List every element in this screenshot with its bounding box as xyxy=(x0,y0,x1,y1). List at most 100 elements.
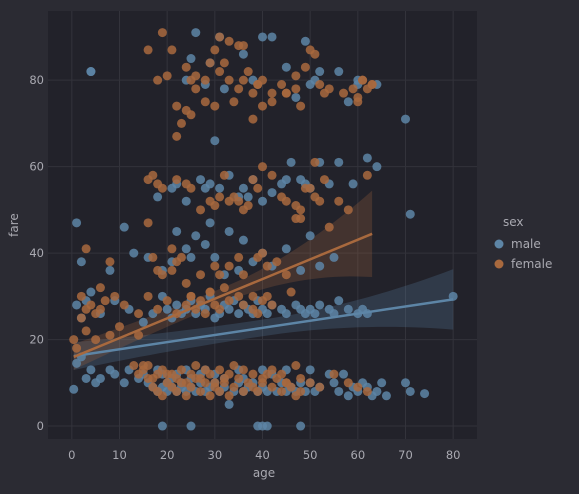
female-point xyxy=(91,309,101,319)
female-point xyxy=(258,101,267,111)
female-point xyxy=(200,309,210,319)
female-point xyxy=(162,296,172,306)
male-point xyxy=(238,49,248,59)
female-point xyxy=(319,175,329,185)
male-point xyxy=(238,235,248,245)
female-point xyxy=(258,373,267,383)
female-point xyxy=(238,41,248,51)
female-point xyxy=(95,283,105,293)
female-point xyxy=(176,365,186,375)
male-point xyxy=(267,32,277,42)
female-point xyxy=(153,75,163,85)
y-tick-label: 60 xyxy=(29,160,44,174)
female-point xyxy=(296,373,306,383)
female-point xyxy=(210,261,220,271)
female-point xyxy=(291,201,301,211)
female-point xyxy=(115,322,124,332)
male-point xyxy=(291,92,301,102)
female-point xyxy=(181,378,191,388)
female-point xyxy=(76,291,86,301)
y-tick-label: 80 xyxy=(29,73,44,87)
male-point xyxy=(95,373,105,383)
x-tick-label: 60 xyxy=(351,448,366,462)
male-point xyxy=(243,192,253,202)
female-point xyxy=(267,170,277,180)
female-point xyxy=(272,257,282,267)
x-tick-label: 50 xyxy=(303,448,318,462)
y-tick-label: 20 xyxy=(29,333,44,347)
male-point xyxy=(172,300,182,310)
female-point xyxy=(157,270,167,280)
female-point xyxy=(148,252,158,262)
female-point xyxy=(181,62,191,72)
male-point xyxy=(234,309,244,319)
female-point xyxy=(110,291,120,301)
female-point xyxy=(200,75,210,85)
legend-label-male: male xyxy=(511,237,541,251)
male-point xyxy=(377,378,387,388)
female-point xyxy=(224,261,234,271)
female-point xyxy=(200,97,210,107)
male-point xyxy=(300,36,310,46)
male-point xyxy=(81,373,91,383)
female-point xyxy=(267,300,277,310)
female-point xyxy=(205,369,215,379)
female-point xyxy=(157,365,167,375)
male-point xyxy=(153,192,163,202)
male-point xyxy=(72,358,82,368)
male-point xyxy=(224,304,234,314)
female-point xyxy=(329,369,339,379)
female-point xyxy=(277,386,287,396)
male-point xyxy=(296,421,306,431)
male-point xyxy=(372,386,382,396)
x-tick-label: 30 xyxy=(208,448,223,462)
female-point xyxy=(229,382,239,392)
female-point xyxy=(243,67,253,77)
male-point xyxy=(334,386,344,396)
male-point xyxy=(105,265,115,275)
female-point xyxy=(196,373,206,383)
female-point xyxy=(210,45,220,55)
female-point xyxy=(219,58,229,68)
male-point xyxy=(315,300,325,310)
female-point xyxy=(234,84,244,94)
female-point xyxy=(176,252,186,262)
female-point xyxy=(339,88,349,98)
female-point xyxy=(167,45,177,55)
male-point xyxy=(72,300,82,310)
female-point xyxy=(143,45,153,55)
male-point xyxy=(339,369,349,379)
female-point xyxy=(215,270,225,280)
female-point xyxy=(186,291,196,301)
female-point xyxy=(76,313,86,323)
male-point xyxy=(305,365,315,375)
female-point xyxy=(186,110,196,120)
male-point xyxy=(200,239,210,249)
male-point xyxy=(343,304,353,314)
female-point xyxy=(296,214,306,224)
female-point xyxy=(181,391,191,401)
female-point xyxy=(215,192,225,202)
male-point xyxy=(219,84,229,94)
female-point xyxy=(315,79,325,89)
y-axis-label: fare xyxy=(7,213,21,237)
female-point xyxy=(224,296,234,306)
female-point xyxy=(129,361,139,371)
y-tick-label: 40 xyxy=(29,246,44,260)
male-point xyxy=(362,153,372,163)
female-regression-line xyxy=(73,232,373,359)
female-point xyxy=(215,365,225,375)
female-point xyxy=(210,378,220,388)
male-point xyxy=(86,365,96,375)
female-point xyxy=(310,157,320,167)
female-point xyxy=(176,118,186,128)
female-point xyxy=(205,391,215,401)
female-point xyxy=(210,201,220,211)
female-point xyxy=(253,386,263,396)
legend: sex male female xyxy=(494,215,552,271)
female-point xyxy=(229,97,239,107)
male-point xyxy=(348,179,358,189)
female-point xyxy=(248,175,258,185)
